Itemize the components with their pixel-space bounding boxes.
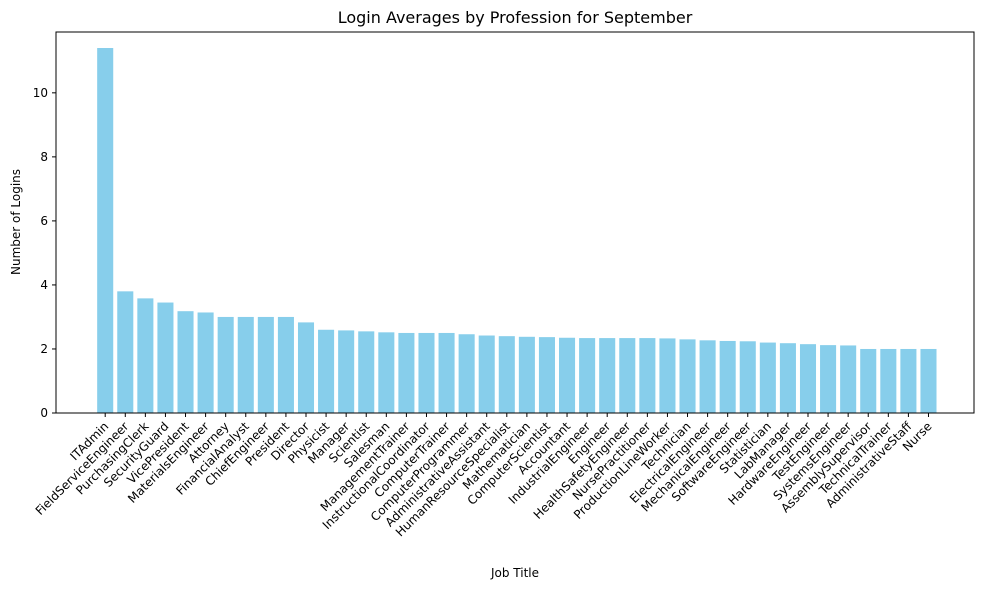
bar-TestEngineer [820, 345, 837, 413]
bar-Salesman [378, 332, 395, 413]
bar-HumanResourceSpecialist [498, 336, 515, 413]
bars-group [97, 48, 937, 413]
y-tick-label: 8 [40, 150, 48, 164]
bar-InstructionalCoordinator [418, 332, 435, 413]
bar-MaterialsEngineer [197, 312, 214, 413]
x-axis: ITAdminFieldServiceEngineerPurchasingCle… [33, 413, 935, 539]
bar-President [277, 316, 294, 413]
bar-ComputerTrainer [438, 332, 455, 413]
bar-AdministrativeStaff [900, 348, 917, 413]
bar-Engineer [599, 338, 616, 413]
bar-Manager [338, 330, 355, 413]
bar-LabManager [779, 343, 796, 413]
bar-IndustrialEngineer [579, 338, 596, 413]
bar-TechnicalTrainer [880, 348, 897, 413]
bar-Accountant [559, 337, 576, 413]
bar-FinancialAnalyst [237, 316, 254, 413]
bar-Nurse [920, 348, 937, 413]
bar-HealthSafetyEngineer [619, 338, 636, 413]
bar-ITAdmin [97, 48, 114, 413]
x-axis-label: Job Title [490, 566, 539, 580]
bar-AdministrativeAssistant [478, 335, 495, 413]
bar-SystemsEngineer [840, 345, 857, 413]
y-tick-label: 6 [40, 214, 48, 228]
bar-HardwareEngineer [799, 344, 817, 413]
chart-title: Login Averages by Profession for Septemb… [338, 8, 693, 27]
bar-VicePresident [177, 311, 194, 413]
bar-Director [297, 322, 315, 413]
bar-MechanicalEngineer [719, 340, 736, 413]
bar-SecurityGuard [157, 302, 174, 413]
bar-PurchasingClerk [137, 298, 154, 413]
bar-SoftwareEngineer [739, 341, 756, 413]
plot-frame [55, 31, 975, 414]
y-tick-label: 4 [40, 278, 48, 292]
y-axis-label: Number of Logins [9, 169, 23, 275]
y-tick-label: 0 [40, 406, 48, 420]
bar-Technician [679, 339, 696, 413]
bar-ComputerScientist [538, 337, 555, 413]
bar-Mathematician [518, 336, 535, 413]
bar-Statistician [759, 342, 776, 413]
bar-ComputerProgrammer [458, 334, 475, 413]
bar-ManagementTrainer [398, 332, 415, 413]
y-tick-label: 10 [33, 86, 48, 100]
bar-Scientist [358, 331, 375, 413]
y-axis: 0 2 4 6 8 10 [33, 86, 56, 420]
bar-FieldServiceEngineer [117, 291, 134, 413]
bar-Physicist [318, 329, 335, 413]
y-tick-label: 2 [40, 342, 48, 356]
bar-NursePractitioner [639, 338, 656, 413]
bar-AssemblySupervisor [860, 348, 877, 413]
bar-ElectricalEngineer [699, 340, 716, 413]
bar-Attorney [217, 316, 234, 413]
bar-ChiefEngineer [257, 316, 274, 413]
bar-ProductionLineWorker [659, 338, 676, 413]
